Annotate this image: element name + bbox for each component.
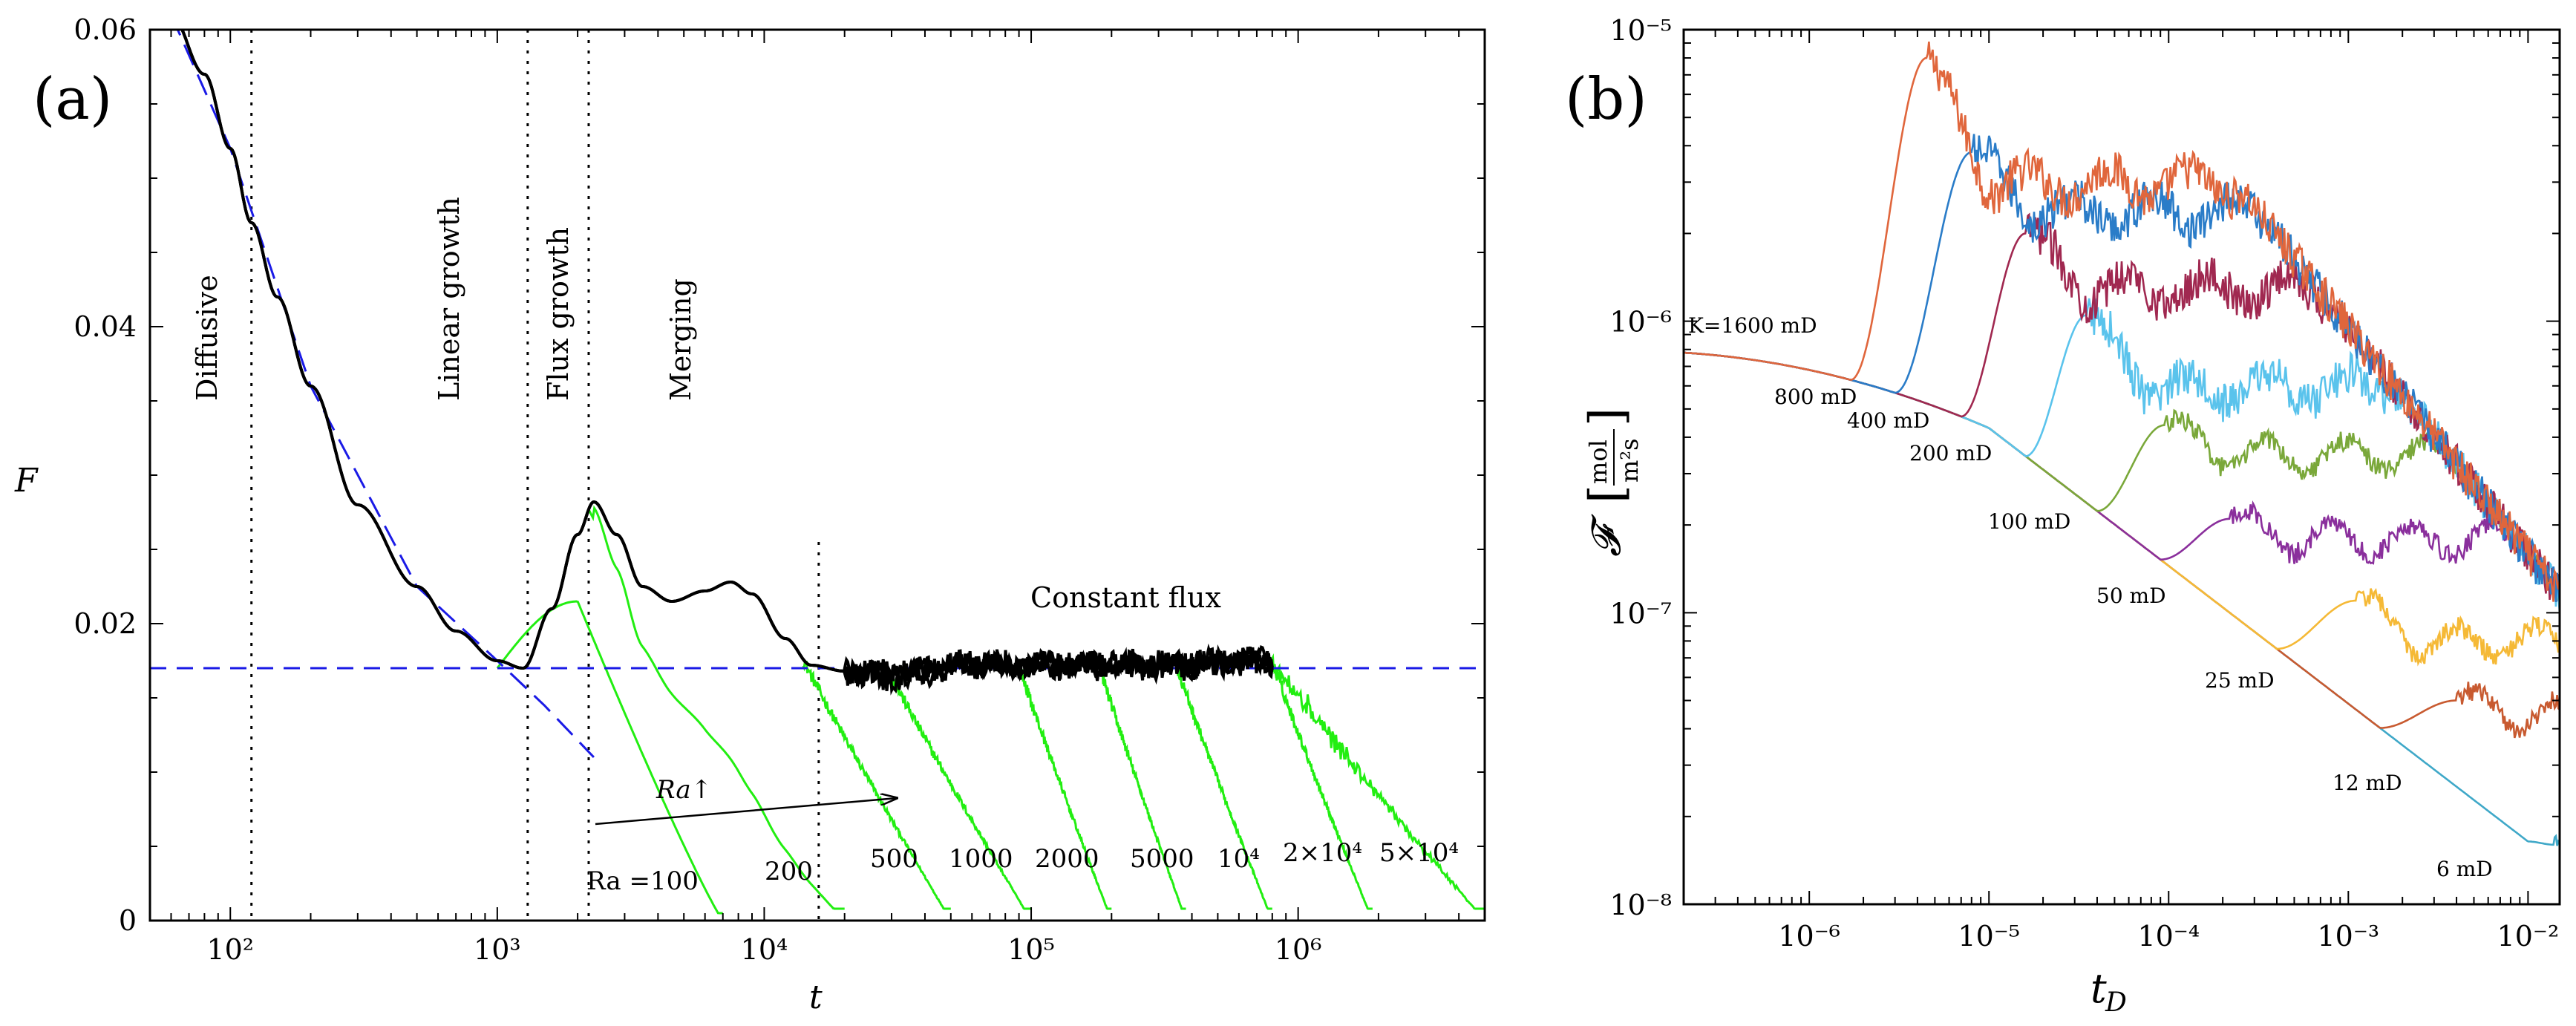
x-tick-label: 10⁻⁵	[1958, 920, 2020, 953]
ra-curve-6	[1175, 663, 1272, 910]
ra-curve-8	[1271, 663, 1485, 910]
phase-label-diffusive: Diffusive	[191, 275, 223, 401]
ra-curve-5	[1098, 659, 1186, 910]
ra-curve-2	[802, 660, 951, 910]
envelope-curve	[180, 30, 1274, 691]
k-label-12: 12 mD	[2333, 771, 2402, 795]
k-label-800: 800 mD	[1774, 385, 1857, 409]
ra-label-1000: 1000	[949, 844, 1013, 874]
phase-label-linear-growth: Linear growth	[433, 197, 465, 401]
x-tick-label: 10⁻³	[2318, 920, 2380, 953]
panel-b-xlabel-t: t	[2090, 965, 2107, 1012]
k-curve-12	[1684, 351, 2560, 739]
ra-label-2e4: 2×10⁴	[1283, 838, 1362, 868]
k-label-50: 50 mD	[2096, 584, 2166, 608]
k-curve-200	[1684, 298, 2560, 614]
x-tick-label: 10²	[206, 933, 254, 966]
panel-a-tag: (a)	[33, 66, 112, 133]
ra-label-5e4: 5×10⁴	[1379, 838, 1459, 868]
k-label-25: 25 mD	[2205, 668, 2275, 693]
ra-curve-0	[496, 600, 723, 915]
y-tick-label: 10⁻⁶	[1609, 306, 1672, 339]
constant-flux-label: Constant flux	[1030, 581, 1221, 614]
diffusive-fit-line	[176, 30, 595, 759]
ra-arrow-label: Ra↑	[656, 775, 712, 805]
y-tick-label: 0.04	[73, 310, 137, 343]
panel-b-ylabel-bracket-left: [	[1580, 485, 1635, 503]
k-label-400: 400 mD	[1847, 408, 1929, 433]
panel-a-chart: 10² 10³ 10⁴ 10⁵ 10⁶ 0 0.02 0.04 0.06 (a) F t Di…	[14, 13, 1486, 1016]
ra-label-1e4: 10⁴	[1217, 844, 1260, 874]
ra-curve-7	[1271, 653, 1373, 910]
y-tick-label: 10⁻⁵	[1609, 14, 1672, 47]
ra-curve-4	[1018, 662, 1112, 910]
y-tick-label: 0.02	[73, 607, 137, 640]
ra-label-500: 500	[870, 844, 918, 874]
y-tick-label: 10⁻⁷	[1609, 597, 1672, 630]
ra-label-2000: 2000	[1035, 844, 1099, 874]
panel-b-ylabel: 𝓕 [ mol m²s ]	[1580, 408, 1644, 557]
k-curve-1600	[1684, 41, 2560, 602]
panel-b-xlabel: t D	[2090, 965, 2127, 1018]
k-label-200: 200 mD	[1909, 441, 1992, 465]
y-tick-label: 0	[119, 904, 137, 937]
panel-b-xlabel-sub: D	[2105, 987, 2127, 1018]
k-label-6: 6 mD	[2436, 857, 2493, 881]
panel-b-tag: (b)	[1565, 66, 1647, 133]
k-curve-800	[1684, 134, 2560, 604]
ra-arrow	[595, 798, 897, 826]
phase-label-flux-growth: Flux growth	[542, 227, 575, 401]
k-label-100: 100 mD	[1988, 509, 2070, 534]
x-tick-label: 10⁻⁴	[2137, 920, 2200, 953]
panel-b-ylabel-bracket-right: ]	[1580, 408, 1635, 426]
y-tick-label: 10⁻⁸	[1609, 889, 1672, 921]
panel-a-xlabel: t	[809, 978, 823, 1016]
panel-a-ylabel: F	[14, 462, 39, 500]
x-tick-label: 10⁻²	[2497, 920, 2560, 953]
ra-label-200: 200	[765, 857, 813, 886]
ra-label-100: Ra =100	[586, 866, 699, 896]
panel-b-ylabel-den: m²s	[1615, 438, 1644, 483]
panel-b-chart: 10⁻⁶ 10⁻⁵ 10⁻⁴ 10⁻³ 10⁻² 10⁻⁸ 10⁻⁷ 10⁻⁶ 10⁻⁵ (b…	[1565, 14, 2561, 1018]
y-tick-label: 0.06	[73, 13, 137, 46]
x-tick-label: 10⁴	[741, 933, 788, 966]
panel-a-frame	[148, 28, 1486, 922]
x-tick-label: 10⁵	[1007, 933, 1055, 966]
panel-b-ylabel-num: mol	[1584, 440, 1612, 484]
ra-curve-1	[587, 505, 845, 910]
x-tick-label: 10⁻⁶	[1778, 920, 1840, 953]
phase-label-merging: Merging	[664, 278, 697, 401]
x-tick-label: 10⁶	[1275, 933, 1322, 966]
panel-b-ylabel-symbol: 𝓕	[1583, 514, 1629, 557]
ra-curve-3	[890, 672, 1032, 910]
k-label-1600: K=1600 mD	[1688, 313, 1817, 338]
panel-b-frame	[1682, 28, 2561, 906]
ra-label-5000: 5000	[1130, 844, 1194, 874]
x-tick-label: 10³	[474, 933, 521, 966]
